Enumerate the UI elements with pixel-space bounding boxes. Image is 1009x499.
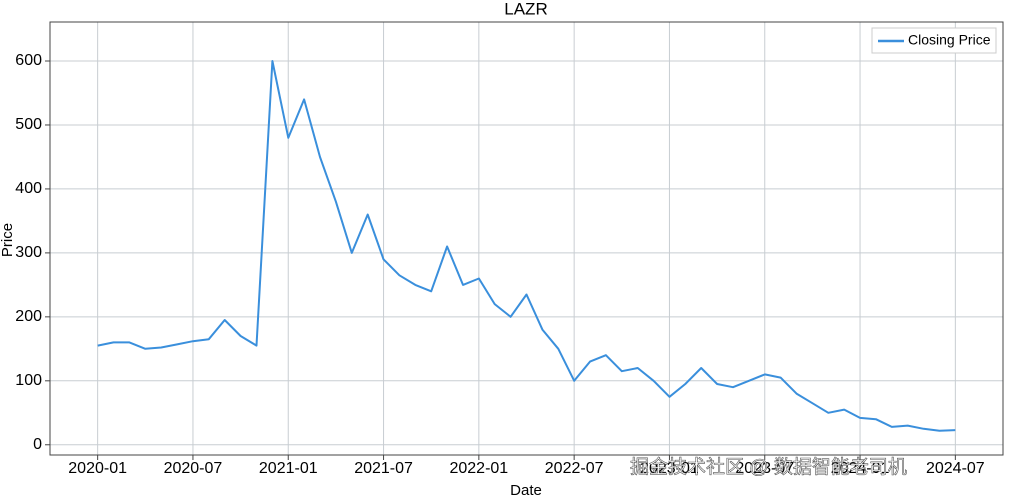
chart-title: LAZR <box>504 0 547 18</box>
x-tick-label: 2020-07 <box>164 460 223 477</box>
plot-frame <box>49 21 1004 456</box>
y-tick-label: 0 <box>33 436 42 453</box>
x-tick-label: 2022-01 <box>449 460 508 477</box>
x-tick-label: 2021-07 <box>354 460 413 477</box>
y-tick-label: 600 <box>15 52 42 69</box>
x-tick-label: 2024-01 <box>831 460 890 477</box>
legend-label: Closing Price <box>908 32 991 48</box>
watermark: 掘金技术社区 @ 数据智能老司机 <box>630 456 907 478</box>
y-tick-label: 200 <box>15 308 42 325</box>
x-axis-label: Date <box>510 482 542 499</box>
x-tick-label: 2023-01 <box>640 460 699 477</box>
x-tick-label: 2022-07 <box>545 460 604 477</box>
y-tick-label: 400 <box>15 180 42 197</box>
y-tick-label: 100 <box>15 372 42 389</box>
x-tick-label: 2020-01 <box>68 460 127 477</box>
y-tick-label: 500 <box>15 116 42 133</box>
y-axis-label: Price <box>0 223 16 257</box>
x-tick-label: 2023-07 <box>735 460 794 477</box>
y-tick-label: 300 <box>15 244 42 261</box>
x-tick-label: 2021-01 <box>259 460 318 477</box>
x-tick-label: 2024-07 <box>926 460 985 477</box>
price-line <box>97 60 956 432</box>
